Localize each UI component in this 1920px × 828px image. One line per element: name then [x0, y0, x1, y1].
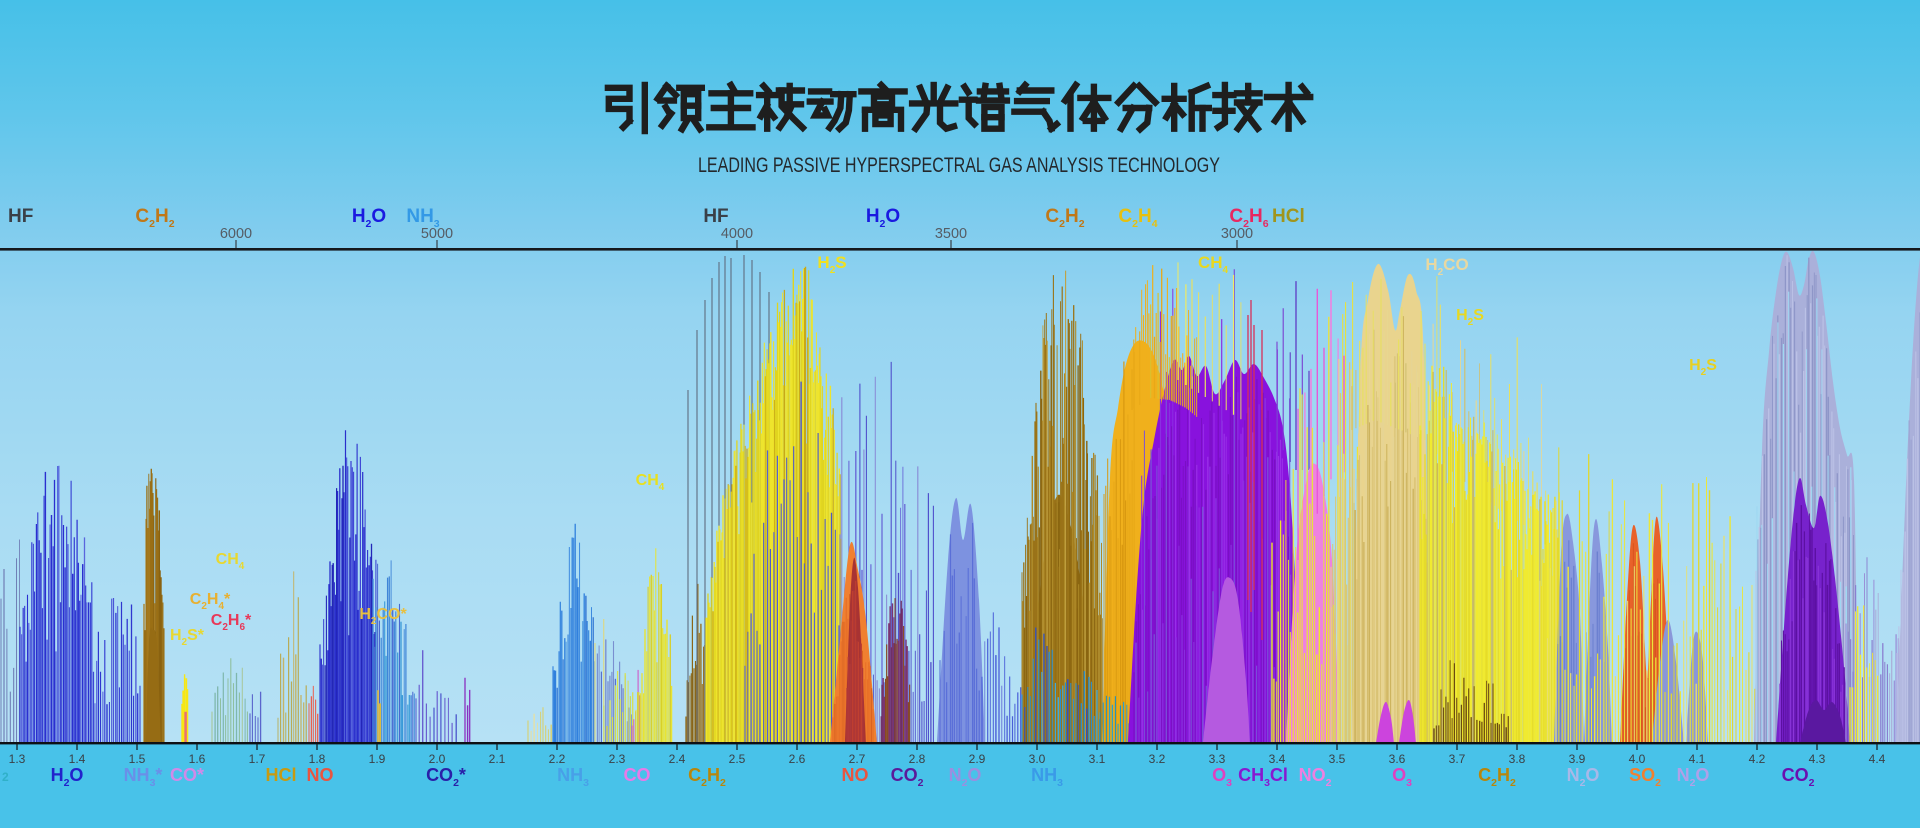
svg-text:3.3: 3.3	[1209, 752, 1226, 766]
svg-text:H2​S: H2​S	[817, 253, 846, 276]
svg-text:2: 2	[2, 770, 9, 784]
svg-text:4000: 4000	[721, 226, 753, 242]
svg-text:4.4: 4.4	[1869, 752, 1886, 766]
svg-text:HF: HF	[703, 206, 728, 227]
svg-text:2.6: 2.6	[789, 752, 806, 766]
svg-text:4.1: 4.1	[1689, 752, 1706, 766]
svg-text:CO2​*: CO2​*	[426, 765, 466, 789]
svg-text:O3​: O3​	[1392, 765, 1412, 789]
svg-text:O3​: O3​	[1212, 765, 1232, 789]
svg-text:3.6: 3.6	[1389, 752, 1406, 766]
svg-text:1.4: 1.4	[69, 752, 86, 766]
svg-text:C2​H6​: C2​H6​	[1229, 206, 1268, 230]
svg-text:HF: HF	[8, 206, 33, 227]
svg-text:3.0: 3.0	[1029, 752, 1046, 766]
svg-text:1.9: 1.9	[369, 752, 386, 766]
svg-text:H2​O: H2​O	[352, 206, 386, 230]
svg-text:N2​O: N2​O	[949, 765, 982, 789]
svg-text:2.1: 2.1	[489, 752, 506, 766]
svg-text:LEADING PASSIVE HYPERSPECTRAL: LEADING PASSIVE HYPERSPECTRAL GAS ANALYS…	[698, 154, 1220, 177]
svg-text:NO2​: NO2​	[1299, 765, 1332, 789]
svg-text:2.8: 2.8	[909, 752, 926, 766]
svg-text:3.9: 3.9	[1569, 752, 1586, 766]
svg-text:C2​H2​: C2​H2​	[688, 765, 726, 789]
svg-text:3000: 3000	[1221, 226, 1253, 242]
svg-text:CO2​: CO2​	[1782, 765, 1815, 789]
svg-text:2.0: 2.0	[429, 752, 446, 766]
svg-text:4.2: 4.2	[1749, 752, 1766, 766]
svg-text:3.8: 3.8	[1509, 752, 1526, 766]
svg-text:NH3​: NH3​	[557, 765, 589, 789]
svg-text:H2​S: H2​S	[1689, 357, 1717, 378]
svg-text:CH4​: CH4​	[216, 551, 245, 572]
svg-text:NO: NO	[307, 765, 334, 785]
svg-text:C2​H4​: C2​H4​	[1118, 206, 1157, 230]
svg-text:C2​H2​: C2​H2​	[1478, 765, 1516, 789]
svg-text:3.7: 3.7	[1449, 752, 1466, 766]
svg-text:2.9: 2.9	[969, 752, 986, 766]
svg-text:C2​H6​*: C2​H6​*	[211, 612, 252, 633]
svg-text:C2​H2​: C2​H2​	[135, 206, 174, 230]
svg-text:1.3: 1.3	[9, 752, 26, 766]
svg-text:HCl: HCl	[266, 765, 297, 785]
svg-text:4.0: 4.0	[1629, 752, 1646, 766]
svg-text:3500: 3500	[935, 226, 967, 242]
svg-text:NH3​: NH3​	[406, 206, 439, 230]
svg-text:HCl: HCl	[1272, 206, 1305, 227]
svg-text:6000: 6000	[220, 226, 252, 242]
svg-text:N2​O: N2​O	[1567, 765, 1600, 789]
svg-text:CO: CO	[624, 765, 651, 785]
svg-text:H2​S*: H2​S*	[170, 627, 205, 648]
svg-text:CH4​: CH4​	[1198, 253, 1229, 276]
svg-text:2.4: 2.4	[669, 752, 686, 766]
svg-text:H2​CO: H2​CO	[1425, 255, 1468, 278]
svg-text:3.5: 3.5	[1329, 752, 1346, 766]
svg-text:2.5: 2.5	[729, 752, 746, 766]
svg-text:CH4​: CH4​	[636, 472, 665, 493]
svg-text:3.1: 3.1	[1089, 752, 1106, 766]
svg-text:H2​S: H2​S	[1456, 307, 1484, 328]
svg-text:5000: 5000	[421, 226, 453, 242]
svg-text:4.3: 4.3	[1809, 752, 1826, 766]
svg-text:1.7: 1.7	[249, 752, 266, 766]
svg-text:N2​O: N2​O	[1677, 765, 1710, 789]
svg-text:C2​H2​: C2​H2​	[1045, 206, 1084, 230]
svg-text:3.2: 3.2	[1149, 752, 1166, 766]
svg-text:H2​O: H2​O	[866, 206, 900, 230]
svg-text:2.7: 2.7	[849, 752, 866, 766]
svg-text:2.3: 2.3	[609, 752, 626, 766]
svg-text:SO2​: SO2​	[1629, 765, 1661, 789]
svg-text:H2​O: H2​O	[51, 765, 84, 789]
svg-text:1.6: 1.6	[189, 752, 206, 766]
svg-text:CO2​: CO2​	[891, 765, 924, 789]
svg-text:1.8: 1.8	[309, 752, 326, 766]
svg-text:H2​CO*: H2​CO*	[359, 606, 407, 627]
svg-text:NH3​: NH3​	[1031, 765, 1063, 789]
svg-text:NO: NO	[842, 765, 869, 785]
svg-text:3.4: 3.4	[1269, 752, 1286, 766]
svg-text:CO*: CO*	[170, 765, 204, 785]
svg-text:NH3​*: NH3​*	[124, 765, 163, 789]
svg-text:CH3​Cl: CH3​Cl	[1238, 765, 1288, 789]
svg-text:1.5: 1.5	[129, 752, 146, 766]
svg-text:C2​H4​*: C2​H4​*	[190, 591, 231, 612]
svg-text:2.2: 2.2	[549, 752, 566, 766]
